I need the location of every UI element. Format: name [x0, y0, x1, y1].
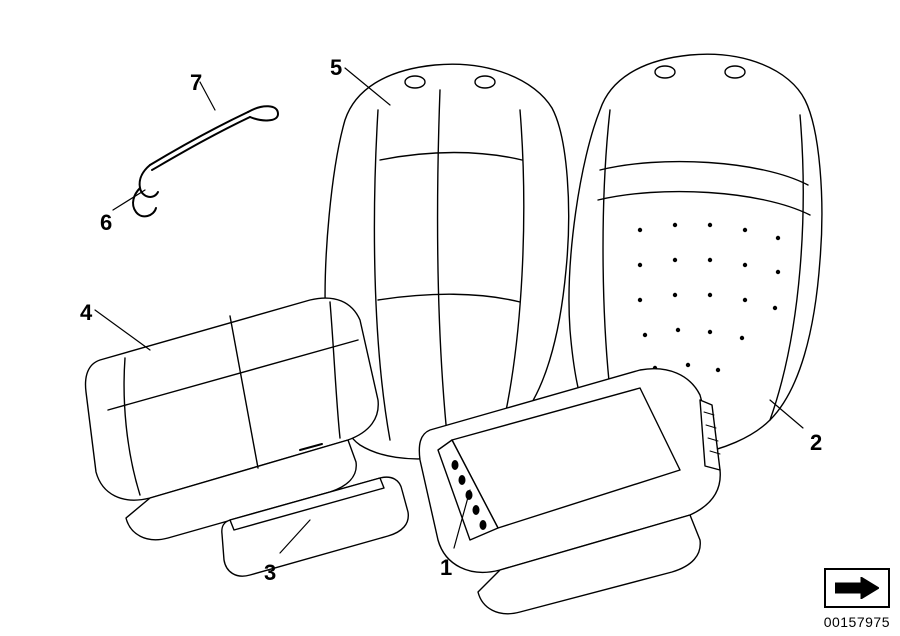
part-6-hook — [133, 165, 158, 216]
callout-2: 2 — [810, 430, 822, 456]
part-7-cord — [150, 106, 278, 170]
callout-6: 6 — [100, 210, 112, 236]
callout-7: 7 — [190, 70, 202, 96]
arrow-right-icon — [835, 577, 879, 599]
callout-4: 4 — [80, 300, 92, 326]
parts-diagram — [0, 0, 900, 636]
callout-3: 3 — [264, 560, 276, 586]
callout-5: 5 — [330, 55, 342, 81]
nav-next-box[interactable] — [824, 568, 890, 608]
diagram-stage: 1 2 3 4 5 6 7 00157975 — [0, 0, 900, 636]
callout-1: 1 — [440, 555, 452, 581]
diagram-id: 00157975 — [824, 614, 890, 630]
